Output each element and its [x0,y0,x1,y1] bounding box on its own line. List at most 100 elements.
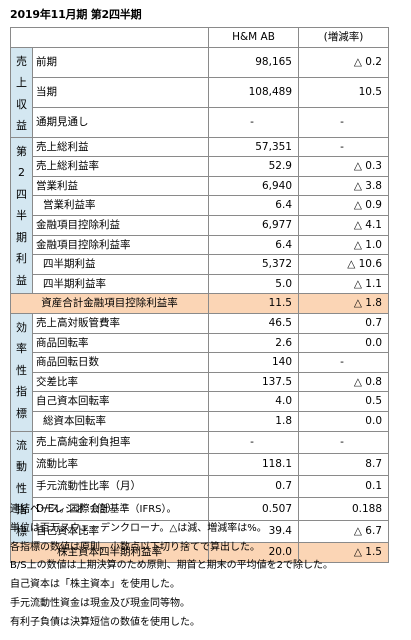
row-value: 11.5 [208,293,299,314]
row-value: 0.7 [208,475,299,499]
row-change: △ 10.6 [298,254,389,275]
footnote: 自己資本は「株主資本」を使用した。 [10,579,180,591]
table-row: 四半期利益 5,372 △ 10.6 [11,254,389,275]
table-row: 金融項目控除利益 6,977 △ 4.1 [11,214,389,236]
row-label: 交差比率 [32,371,209,393]
row-value: 4.0 [208,391,299,412]
row-change: △ 0.8 [298,371,389,393]
row-value: 20.0 [208,542,299,563]
row-label: 営業利益率 [32,195,209,216]
row-value: - [208,430,299,454]
table-row: 金融項目控除利益率 6.4 △ 1.0 [11,234,389,256]
row-label: 流動比率 [32,452,209,477]
row-value: 118.1 [208,452,299,477]
row-label: 商品回転日数 [32,352,209,373]
table-row: 四半期利益率 5.0 △ 1.1 [11,273,389,295]
row-change: △ 4.1 [298,214,389,236]
group-liquidity: 流 動 性 指 標 [10,430,33,543]
financial-table: H&M AB (増減率) 売 上 収 益 前期 98,165 △ 0.2 当期 … [10,27,389,563]
row-value: 2.6 [208,332,299,354]
row-change: △ 1.0 [298,234,389,256]
row-change: 10.5 [298,76,389,108]
table-row: 第 2 四 半 期 利 益 売上総利益 57,351 - [10,136,389,295]
group-sales: 売 上 収 益 [10,46,33,138]
row-label: 資産合計金融項目控除利益率 [10,293,209,314]
row-value: 6.4 [208,195,299,216]
row-change: △ 0.9 [298,195,389,216]
table-row: 総資本回転率 1.8 0.0 [11,410,389,432]
row-value: 6.4 [208,234,299,256]
row-label: 金融項目控除利益率 [32,234,209,256]
row-value: 6,977 [208,214,299,236]
row-label: 金融項目控除利益 [32,214,209,236]
row-value: 108,489 [208,76,299,108]
row-value: 46.5 [208,312,299,334]
footnote: 連結ベース。国際会計基準（IFRS）。 [10,504,177,515]
row-change: △ 0.3 [298,156,389,177]
table-row: 流動比率 118.1 8.7 [11,452,389,477]
row-label: 手元流動性比率（月） [32,475,209,499]
row-change: △ 1.1 [298,273,389,295]
table-row: 手元流動性比率（月） 0.7 0.1 [11,475,389,499]
row-value: 1.8 [208,410,299,432]
row-label: 四半期利益率 [32,273,209,295]
row-change: 0.5 [298,391,389,412]
header-change: (増減率) [298,27,389,48]
table-row: 当期 108,489 10.5 [11,76,389,108]
row-value: 52.9 [208,156,299,177]
table-row: 商品回転日数 140 - [11,352,389,373]
footnote: 手元流動性資金は現金及び現金同等物。 [10,597,190,609]
row-change: △ 0.2 [298,46,389,78]
row-change: - [298,106,389,138]
table-row: 商品回転率 2.6 0.0 [11,332,389,354]
row-value: 6,940 [208,175,299,197]
footnote: 単位は百万スウェーデンクローナ。△は減、増減率は%。 [10,522,267,534]
table-row: 自己資本比率 39.4 △ 6.7 [11,519,389,544]
row-value: 140 [208,352,299,373]
row-label: 売上高対販管費率 [32,312,209,334]
row-label: 商品回転率 [32,332,209,354]
table-row: 売 上 収 益 前期 98,165 △ 0.2 [10,46,389,138]
row-label: 売上総利益率 [32,156,209,177]
table-row: 流 動 性 指 標 売上高純金利負担率 - - [10,430,389,543]
header-blank-2 [32,27,209,48]
row-value: - [208,106,299,138]
table-row-highlight: 資産合計金融項目控除利益率 11.5 △ 1.8 [10,293,389,314]
row-change: 0.0 [298,332,389,354]
row-change: 0.1 [298,475,389,499]
row-change: 0.0 [298,410,389,432]
table-row-highlight: 株主資本四半期利益率 20.0 △ 1.5 [10,542,389,563]
row-label: 前期 [32,46,209,78]
row-label: 総資本回転率 [32,410,209,432]
table-row: 営業利益 6,940 △ 3.8 [11,175,389,197]
page-title: 2019年11月期 第2四半期 [10,8,142,21]
row-change: - [298,352,389,373]
table-row: 自己資本回転率 4.0 0.5 [11,391,389,412]
footnote: 有利子負債は決算短信の数値を使用した。 [10,616,200,628]
group-efficiency: 効 率 性 指 標 [10,312,33,432]
row-label: 営業利益 [32,175,209,197]
row-change: - [298,430,389,454]
table-row: 効 率 性 指 標 売上高対販管費率 46.5 0.7 [10,312,389,432]
row-label: 当期 [32,76,209,108]
row-change: 8.7 [298,452,389,477]
row-value: 5.0 [208,273,299,295]
row-label: 売上総利益 [32,136,209,158]
row-label: 自己資本比率 [32,519,209,544]
row-label: 通期見通し [32,106,209,138]
table-row: 営業利益率 6.4 △ 0.9 [11,195,389,216]
row-change: △ 1.8 [298,293,389,314]
row-label: 株主資本四半期利益率 [10,542,209,563]
row-change: △ 6.7 [298,519,389,544]
row-value: 137.5 [208,371,299,393]
footnote: 各指標の数値は原則、小数点以下切り捨てで算出した。 [10,541,260,553]
header-blank [10,27,33,48]
footnote: B/S上の数値は上期決算のため原則、期首と期末の平均値を2で除した。 [10,560,333,572]
group-profit: 第 2 四 半 期 利 益 [10,136,33,295]
row-value: 5,372 [208,254,299,275]
table-row: 売上総利益率 52.9 △ 0.3 [11,156,389,177]
table-row: 交差比率 137.5 △ 0.8 [11,371,389,393]
row-value: 57,351 [208,136,299,158]
row-change: - [298,136,389,158]
row-change: △ 1.5 [298,542,389,563]
